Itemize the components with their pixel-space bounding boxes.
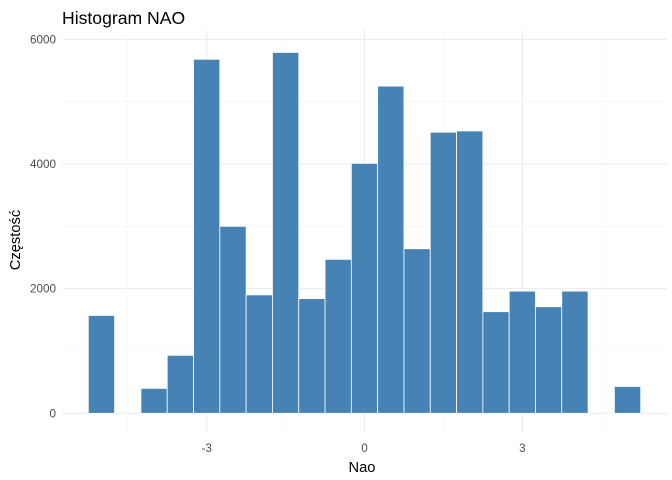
histogram-bar [245, 294, 273, 414]
histogram-bar [456, 130, 484, 414]
y-tick-label: 0 [49, 407, 56, 420]
histogram-bar [377, 85, 405, 414]
x-tick-label: 0 [361, 442, 368, 455]
histogram-bar [219, 225, 247, 414]
histogram-bar [140, 387, 168, 414]
y-tick-label: 2000 [30, 283, 57, 296]
histogram-bar [298, 298, 326, 414]
y-tick-label: 4000 [30, 158, 57, 171]
x-tick-label: 3 [519, 442, 526, 455]
x-axis-title: Nao [349, 460, 376, 476]
x-tick-label: -3 [201, 442, 211, 455]
histogram-bar [508, 290, 536, 414]
y-tick-label: 6000 [30, 33, 57, 46]
histogram-bars [87, 52, 642, 414]
y-axis-title: Częstość [8, 210, 24, 270]
y-axis-tick-labels: 0 2000 4000 6000 [30, 33, 57, 420]
histogram-bar [613, 386, 642, 414]
histogram-bar [561, 290, 589, 414]
chart-title: Histogram NAO [62, 8, 185, 28]
histogram-bar [324, 258, 352, 414]
x-axis-tick-labels: -3 0 3 [201, 442, 525, 455]
histogram-bar [272, 52, 300, 414]
histogram-bar [429, 131, 457, 414]
histogram-bar [482, 311, 510, 414]
histogram-bar [193, 58, 221, 414]
histogram-bar [403, 248, 431, 414]
histogram-bar [350, 162, 379, 414]
histogram-bar [166, 354, 194, 414]
histogram-bar [535, 306, 563, 414]
histogram-bar [87, 315, 116, 414]
